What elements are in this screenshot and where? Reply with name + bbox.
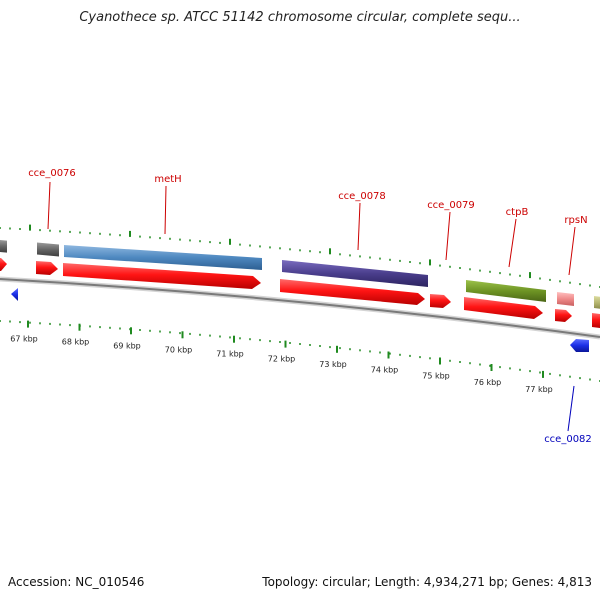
product-track — [0, 240, 600, 309]
genes-label: Genes: — [511, 575, 554, 589]
product-box-cce_0082[interactable] — [594, 296, 600, 309]
scale-label: 70 kbp — [165, 345, 193, 354]
topology-label: Topology: — [262, 575, 319, 589]
gene-arrow-cce_0076[interactable] — [36, 261, 58, 275]
map-title: Cyanothece sp. ATCC 51142 chromosome cir… — [79, 10, 521, 25]
scale-label: 73 kbp — [319, 360, 347, 369]
accession-info: Accession: NC_010546 — [8, 575, 144, 589]
gene-labels: cce_0076 metH cce_0078 cce_0079 ctpB rps… — [28, 168, 592, 445]
genome-stats: Topology: circular; Length: 4,934,271 bp… — [262, 575, 592, 589]
gene-arrow-ctpB[interactable] — [464, 297, 543, 319]
accession-value: NC_010546 — [75, 575, 145, 589]
gene-label-ctpB[interactable]: ctpB — [506, 207, 529, 218]
genes-value: 4,813 — [557, 575, 592, 589]
leader-line-metH — [164, 185, 167, 235]
product-box-ctpB[interactable] — [466, 280, 546, 302]
product-box-cce_0076b[interactable] — [37, 242, 59, 257]
length-value: 4,934,271 bp; — [423, 575, 509, 589]
product-box-metH[interactable] — [64, 245, 262, 270]
gene-label-cce_0082[interactable]: cce_0082 — [544, 434, 592, 445]
gene-label-metH[interactable]: metH — [154, 174, 181, 185]
accession-label: Accession: — [8, 575, 72, 589]
scale-label: 71 kbp — [216, 350, 244, 359]
scale-label: 76 kbp — [474, 378, 502, 387]
forward-strand-track — [0, 258, 600, 328]
scale-label: 67 kbp — [10, 335, 38, 344]
gene-arrow-cce_0078[interactable] — [280, 279, 425, 305]
gene-arrow-cce_0082[interactable] — [570, 339, 589, 352]
gene-arrow-next[interactable] — [592, 313, 600, 328]
length-label: Length: — [374, 575, 421, 589]
gene-arrow-cce_0079[interactable] — [430, 294, 451, 308]
scale-label: 74 kbp — [371, 366, 399, 375]
scale-label: 68 kbp — [62, 338, 90, 347]
scale-label: 72 kbp — [268, 355, 296, 364]
gene-label-rpsN[interactable]: rpsN — [564, 215, 587, 226]
leader-line-cce_0082 — [567, 385, 575, 432]
gene-label-cce_0078[interactable]: cce_0078 — [338, 191, 386, 202]
scale-label: 77 kbp — [525, 385, 553, 394]
gene-arrow-rpsN[interactable] — [555, 309, 572, 322]
product-box-rpsN[interactable] — [557, 292, 574, 306]
leader-line-cce_0076 — [47, 181, 51, 230]
scale-labels: 67 kbp 68 kbp 69 kbp 70 kbp 71 kbp 72 kbp 73 k… — [10, 335, 553, 394]
product-box-cce_0078[interactable] — [282, 260, 428, 287]
gene-arrow-metH[interactable] — [63, 263, 261, 289]
reverse-strand-track — [11, 288, 589, 352]
leader-line-cce_0078 — [357, 202, 361, 251]
scale-label: 75 kbp — [422, 372, 450, 381]
leader-line-ctpB — [508, 218, 517, 268]
scale-tick-track — [0, 320, 600, 382]
scale-label: 69 kbp — [113, 341, 141, 350]
leader-line-cce_0079 — [445, 211, 451, 261]
product-box-cce_0076[interactable] — [0, 240, 7, 253]
leader-line-rpsN — [568, 226, 576, 276]
genome-backbone-line — [0, 278, 600, 338]
topology-value: circular; — [322, 575, 371, 589]
gene-arrow-cce_0075[interactable] — [0, 258, 7, 271]
gene-arrow-reverse-1[interactable] — [11, 288, 18, 301]
outer-tick-track — [0, 224, 600, 288]
gene-label-cce_0079[interactable]: cce_0079 — [427, 200, 475, 211]
gene-label-cce_0076[interactable]: cce_0076 — [28, 168, 76, 179]
